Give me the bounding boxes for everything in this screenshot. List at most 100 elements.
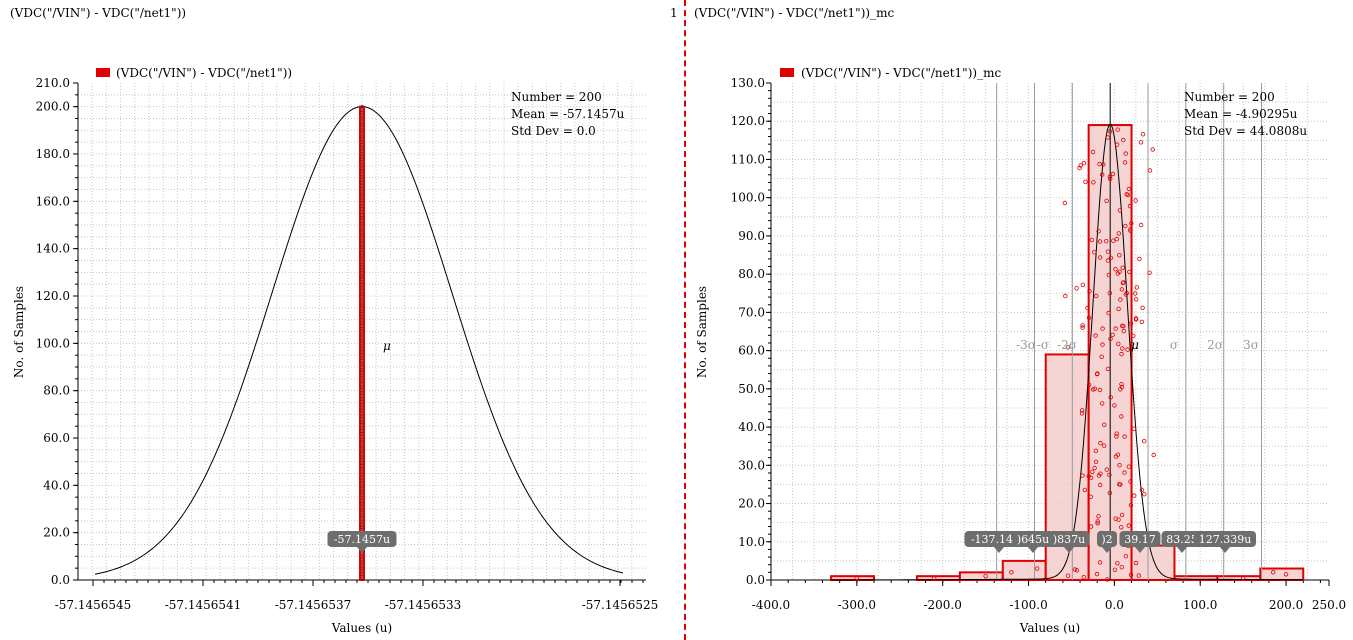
right-x-tick-label: -100.0 <box>1009 598 1047 612</box>
right-legend-label: (VDC("/VIN") - VDC("/net1"))_mc <box>801 66 1001 80</box>
left-sample-point <box>359 157 364 162</box>
right-sample-point <box>1122 160 1128 165</box>
right-sample-point <box>1140 131 1146 137</box>
right-sample-point <box>1093 448 1099 453</box>
right-sample-point <box>1131 426 1137 431</box>
left-sample-point <box>359 554 364 559</box>
right-sample-point <box>1097 560 1103 565</box>
left-sample-point <box>359 379 364 384</box>
right-sample-point <box>1133 560 1139 566</box>
left-sample-point <box>359 116 364 121</box>
right-x-axis-label: Values (u) <box>1019 621 1080 635</box>
left-sample-point <box>359 396 364 401</box>
right-sample-point <box>1105 249 1111 254</box>
left-x-tick-label: -57.1456525 <box>582 598 659 612</box>
right-sample-point <box>1111 238 1116 243</box>
right-histogram-bar <box>1001 559 1047 582</box>
left-sample-point <box>359 227 364 232</box>
right-sample-point <box>1088 494 1093 499</box>
right-sample-point <box>1119 525 1124 530</box>
right-sample-point <box>1081 575 1086 580</box>
left-sample-point <box>359 204 364 209</box>
right-sample-point <box>1096 473 1102 478</box>
right-sample-point <box>1108 395 1113 400</box>
right-sample-point <box>1127 203 1133 209</box>
panel-divider[interactable] <box>684 0 686 640</box>
right-sample-point <box>1121 329 1126 334</box>
right-sample-point <box>1098 255 1103 260</box>
right-histogram-chart[interactable]: 0.0 10.0 20.0 30.0 40.0 50.0 60.0 70.0 80.0 90.0 1… <box>684 0 1353 640</box>
right-sample-point <box>1106 272 1112 278</box>
left-sample-point <box>359 215 364 220</box>
panel-number: 1 <box>670 6 678 20</box>
right-sample-point <box>1115 561 1120 566</box>
left-sample-point <box>359 198 364 203</box>
left-sample-point <box>359 414 364 419</box>
left-marker-label-bg <box>327 531 397 547</box>
right-sample-point <box>1096 514 1101 519</box>
right-sample-point <box>1136 573 1141 578</box>
left-sample-point <box>359 245 364 250</box>
right-sample-point <box>1110 171 1116 177</box>
right-sample-point <box>1106 310 1111 316</box>
right-sample-point <box>1271 570 1276 575</box>
right-sample-point <box>1138 222 1144 228</box>
right-y-tick-label: 100.0 <box>731 191 765 205</box>
right-sample-point <box>1063 293 1068 299</box>
right-sample-point <box>1080 408 1085 413</box>
right-sample-point <box>1147 168 1153 173</box>
right-sigma-label: 2σ <box>1207 338 1223 352</box>
right-sample-point <box>1101 443 1107 448</box>
right-sample-point <box>1119 351 1124 357</box>
right-sample-point <box>1080 282 1085 287</box>
left-sample-point <box>359 472 364 477</box>
right-sample-point <box>1137 256 1142 262</box>
right-marker-label: )837u <box>1053 533 1085 546</box>
left-x-axis-label: Values (u) <box>331 621 392 635</box>
right-marker-label-pointer <box>1220 547 1230 553</box>
right-sample-point <box>1283 572 1289 577</box>
right-sample-point <box>1072 567 1077 572</box>
right-sample-point <box>1098 440 1103 446</box>
left-sample-point <box>359 268 364 273</box>
right-sample-point <box>1093 459 1099 464</box>
right-sample-point <box>1079 411 1085 416</box>
left-y-tick-label: 160.0 <box>36 194 70 208</box>
right-sample-point <box>1081 160 1087 166</box>
left-sample-point <box>359 437 364 442</box>
right-sample-point <box>1100 342 1105 347</box>
left-sample-point <box>359 315 364 320</box>
left-y-tick-label: 100.0 <box>36 336 70 350</box>
left-x-tick-label: -57.1456541 <box>165 598 242 612</box>
right-sample-point <box>1108 176 1113 182</box>
right-y-axis-label: No. of Samples <box>695 286 709 378</box>
left-grid <box>78 83 646 580</box>
right-marker-label-bg <box>1012 531 1054 547</box>
left-stat-line: Std Dev = 0.0 <box>511 124 596 138</box>
right-sample-point <box>1119 512 1125 518</box>
right-y-tick-label: 80.0 <box>738 267 765 281</box>
left-x-tick-label: -57.1456533 <box>385 598 462 612</box>
left-stat-line: Number = 200 <box>511 90 602 104</box>
right-sample-point <box>1086 382 1092 388</box>
left-y-tick-label: 0.0 <box>51 573 70 587</box>
right-sample-point <box>1108 255 1114 261</box>
right-sample-point <box>1114 431 1119 436</box>
right-sample-point <box>1107 472 1112 477</box>
right-sample-point <box>1133 297 1139 302</box>
right-sample-point <box>1116 517 1121 522</box>
right-y-tick-label: 60.0 <box>738 344 765 358</box>
right-marker-label: )645u <box>1017 533 1049 546</box>
right-sample-point <box>1128 479 1133 484</box>
right-sample-point <box>1120 346 1125 351</box>
left-sample-point <box>359 525 364 530</box>
right-marker-label-pointer <box>1064 547 1074 553</box>
right-sample-point <box>1127 269 1132 275</box>
right-sample-point <box>1113 267 1118 272</box>
left-sample-point <box>359 572 364 577</box>
right-sample-point <box>1086 315 1092 320</box>
left-sample-point <box>359 356 364 361</box>
right-sample-point <box>983 573 988 579</box>
left-histogram-chart[interactable]: 0.0 20.0 40.0 60.0 80.0 100.0 120.0 140.0 160.0 1… <box>0 0 684 640</box>
left-sample-point <box>359 233 364 238</box>
